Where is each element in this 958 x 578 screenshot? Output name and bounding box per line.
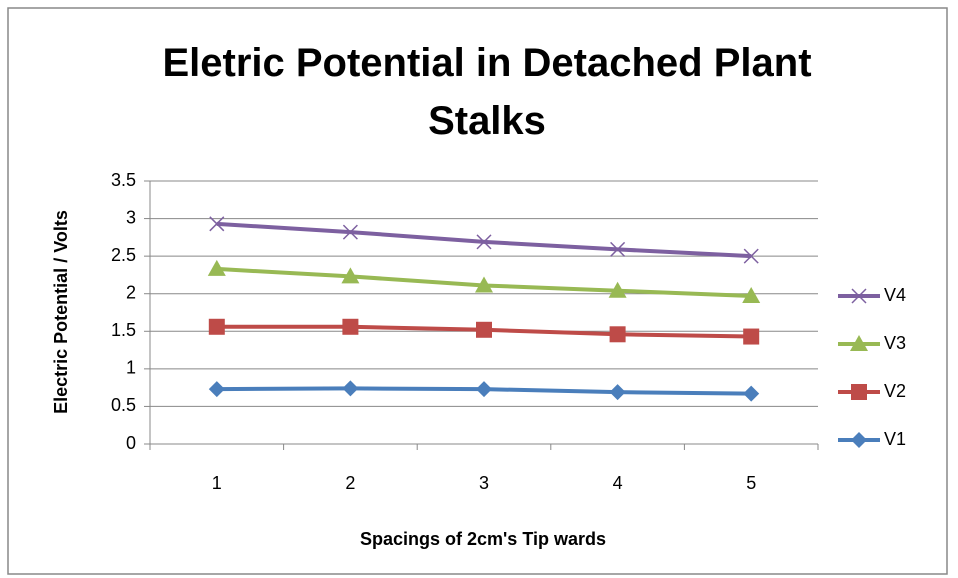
data-point <box>608 281 627 298</box>
data-point <box>342 380 359 397</box>
data-point <box>609 384 626 401</box>
data-point <box>743 328 760 345</box>
y-tick-label: 1.5 <box>111 320 136 340</box>
data-point <box>743 385 760 402</box>
legend-label: V1 <box>884 429 906 449</box>
legend-marker <box>850 335 868 351</box>
y-axis-label: Electric Potential / Volts <box>51 210 71 414</box>
x-tick-label: 3 <box>479 473 489 493</box>
data-point <box>208 381 225 398</box>
data-point <box>476 234 492 250</box>
legend-marker <box>851 288 867 304</box>
data-point <box>476 381 492 398</box>
data-point <box>208 318 225 335</box>
data-point <box>743 248 759 264</box>
data-point <box>207 259 226 276</box>
x-axis-label: Spacings of 2cm's Tip wards <box>360 529 606 549</box>
legend-label: V4 <box>884 285 906 305</box>
data-point <box>341 267 360 284</box>
y-tick-label: 1 <box>126 358 136 378</box>
x-tick-label: 1 <box>212 473 222 493</box>
data-point <box>742 286 761 303</box>
x-tick-label: 4 <box>613 473 623 493</box>
data-point <box>610 241 626 257</box>
legend-marker <box>851 432 867 448</box>
x-tick-label: 2 <box>345 473 355 493</box>
y-tick-label: 2 <box>126 282 136 302</box>
y-tick-label: 2.5 <box>111 245 136 265</box>
legend-label: V2 <box>884 381 906 401</box>
chart-title: Eletric Potential in Detached Plant Stal… <box>162 41 812 143</box>
y-tick-label: 3 <box>126 207 136 227</box>
data-point <box>342 224 358 240</box>
legend-label: V3 <box>884 333 906 353</box>
legend-marker <box>851 384 867 400</box>
data-point <box>476 321 492 338</box>
y-tick-label: 0.5 <box>111 395 136 415</box>
data-point <box>209 216 225 232</box>
y-tick-label: 3.5 <box>111 170 136 190</box>
data-point <box>475 276 493 293</box>
x-tick-label: 5 <box>746 473 756 493</box>
y-tick-label: 0 <box>126 433 136 453</box>
data-point <box>342 318 359 335</box>
data-point <box>609 326 626 343</box>
